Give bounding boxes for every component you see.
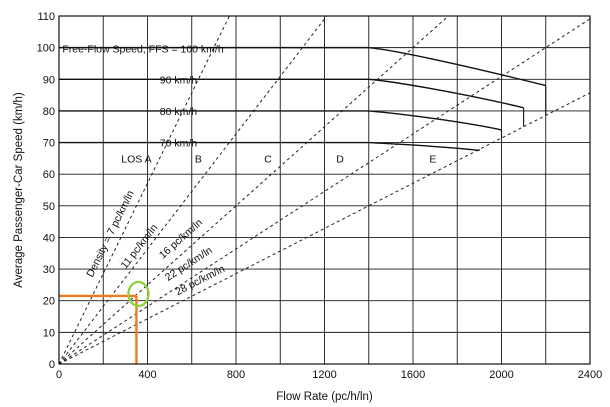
- x-tick-label: 800: [227, 369, 245, 381]
- y-tick-label: 20: [43, 296, 55, 308]
- speed-curve: [59, 141, 480, 152]
- highlight-marker: [59, 280, 150, 364]
- density-lines: [59, 16, 590, 364]
- x-tick-label: 400: [138, 369, 156, 381]
- speed-curve: [59, 110, 502, 131]
- x-tick-label: 1200: [312, 369, 336, 381]
- los-label: C: [264, 153, 272, 165]
- los-label: B: [195, 153, 202, 165]
- plot-frame: [58, 15, 591, 365]
- y-tick-label: 30: [43, 264, 55, 276]
- y-tick-label: 70: [43, 138, 55, 150]
- los-label: D: [336, 153, 344, 165]
- y-tick-label: 90: [43, 74, 55, 86]
- density-line: [59, 92, 590, 364]
- density-line: [59, 16, 328, 364]
- y-tick-label: 80: [43, 106, 55, 118]
- y-tick-label: 40: [43, 232, 55, 244]
- x-tick-label: 2400: [578, 369, 602, 381]
- ffs-label: Free-Flow Speed, FFS = 100 km/h: [62, 44, 224, 56]
- y-tick-label: 0: [49, 359, 55, 371]
- density-line: [59, 18, 590, 364]
- y-tick-label: 100: [37, 43, 55, 55]
- los-label: LOS A: [121, 153, 151, 165]
- y-tick-label: 110: [37, 11, 55, 23]
- speed-curve-label: 80 km/h: [160, 106, 198, 118]
- los-label: E: [429, 153, 436, 165]
- x-tick-labels: 0 400 800 1200 1600 2000 2400: [56, 369, 602, 381]
- y-tick-labels: 0 10 20 30 40 50 60 70 80 90 100 110: [37, 11, 55, 371]
- y-tick-label: 60: [43, 169, 55, 181]
- y-axis-label: Average Passenger-Car Speed (km/h): [13, 92, 25, 288]
- speed-curve-label: 70 km/h: [160, 138, 198, 150]
- plot-border: [58, 15, 591, 365]
- speed-curve: [59, 78, 524, 109]
- highlight-ellipse: [127, 280, 150, 308]
- speed-curve-label: 90 km/h: [160, 74, 198, 86]
- x-axis-label: Flow Rate (pc/h/ln): [276, 391, 373, 403]
- y-tick-label: 50: [43, 201, 55, 213]
- speed-flow-curves: [59, 46, 547, 152]
- x-tick-label: 0: [56, 369, 62, 381]
- y-tick-label: 10: [43, 327, 55, 339]
- x-tick-label: 1600: [401, 369, 425, 381]
- x-tick-label: 2000: [489, 369, 513, 381]
- speed-curve: [59, 46, 546, 87]
- density-line: [59, 16, 230, 364]
